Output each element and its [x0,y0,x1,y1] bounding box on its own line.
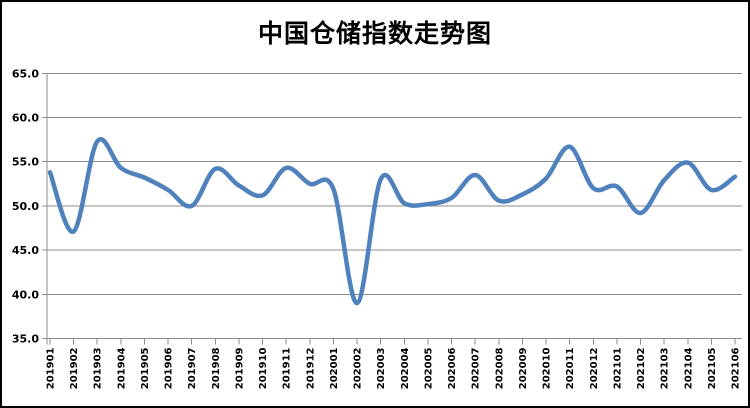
x-axis-label: 201912 [305,347,316,389]
x-axis-label: 202101 [612,347,623,389]
x-axis-label: 201905 [140,347,151,389]
x-axis-label: 201911 [282,347,293,389]
x-axis-label: 201910 [258,347,269,389]
x-axis-label: 201902 [69,347,80,389]
x-axis-label: 202010 [542,347,553,389]
x-axis-label: 202009 [518,347,529,389]
x-axis-label: 201909 [234,347,245,389]
x-axis-label: 202105 [707,347,718,389]
x-axis-label: 201907 [187,347,198,389]
y-axis-label: 55.0 [12,156,39,169]
x-axis-label: 202008 [494,347,505,389]
x-axis-label: 201906 [164,347,175,389]
y-axis-label: 65.0 [12,67,39,80]
x-axis-label: 202007 [471,347,482,389]
x-axis-label: 202102 [636,347,647,389]
x-axis-label: 202106 [731,347,742,389]
x-axis-label: 201901 [46,347,57,389]
y-axis-label: 45.0 [12,244,39,257]
x-axis-label: 201903 [93,347,104,389]
x-axis-label: 202002 [353,347,364,389]
x-axis-label: 202006 [447,347,458,389]
x-axis-label: 202011 [565,347,576,389]
x-axis-label: 202003 [376,347,387,389]
y-axis-label: 60.0 [12,112,39,125]
y-axis-label: 40.0 [12,288,39,301]
x-axis-label: 202103 [660,347,671,389]
y-axis-label: 50.0 [12,200,39,213]
x-axis-label: 202001 [329,347,340,389]
y-axis-label: 35.0 [12,333,39,346]
index-trend-line [47,136,738,306]
x-axis-label: 202005 [423,347,434,389]
x-axis-label: 202104 [683,347,694,389]
x-axis-label: 202012 [589,347,600,389]
chart-title: 中国仓储指数走势图 [257,19,492,48]
x-axis-label: 202004 [400,347,411,389]
x-axis-label: 201904 [116,347,127,389]
x-axis-label: 201908 [211,347,222,389]
